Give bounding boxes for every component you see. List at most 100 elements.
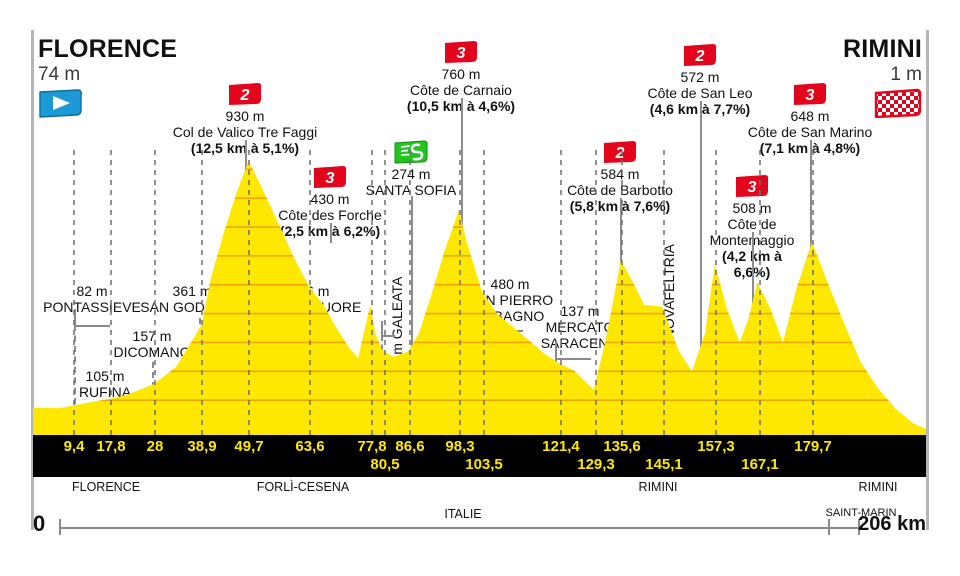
km-marker-label: 49,7 [234, 438, 264, 455]
marker-altitude: 430 m [310, 191, 350, 207]
axis-tick-start [59, 519, 61, 535]
climb-marker: 3 430 m Côte des Forche (2,5 km à 6,2%) [220, 165, 440, 239]
town-bracket [74, 309, 110, 327]
svg-text:3: 3 [457, 45, 466, 62]
km-marker-label: 121,4 [542, 438, 580, 455]
marker-altitude: 648 m [790, 108, 830, 124]
province-label: FORLÌ-CESENA [256, 480, 350, 494]
marker-altitude: 572 m [680, 69, 720, 85]
province-strip: FLORENCE FORLÌ-CESENA RIMINI RIMINI [33, 480, 926, 502]
province-label: RIMINI [638, 480, 678, 494]
marker-leader-line [330, 223, 332, 243]
km-marker-label: 167,1 [741, 456, 779, 473]
km-marker-label: 63,6 [295, 438, 325, 455]
town-label: 105 m RUFINA [15, 368, 195, 400]
town-altitude: 157 m [132, 328, 172, 344]
town-name: MERCATO [545, 319, 615, 335]
country-label: ITALIE [444, 507, 482, 521]
marker-name: Côte de San Leo [647, 85, 753, 101]
town-dash-line [74, 325, 76, 425]
km-marker-label: 9,4 [63, 438, 85, 455]
finish-altitude: 1 m [890, 64, 922, 85]
category-chip-icon: 2 [227, 82, 263, 106]
marker-altitude: 274 m [391, 166, 431, 182]
town-bracket [381, 321, 395, 337]
km-marker-label: 80,5 [370, 456, 400, 473]
marker-name: Côte de Barbotto [567, 182, 673, 198]
category-chip-icon: 2 [602, 140, 638, 164]
start-flag-icon [38, 88, 82, 118]
marker-gradient: (10,5 km à 4,6%) [406, 98, 516, 114]
km-marker-label: 17,8 [96, 438, 126, 455]
marker-name: SANTA SOFIA [365, 182, 457, 198]
town-bracket [555, 342, 591, 360]
marker-name: Col de Valico Tre Faggi [172, 124, 318, 140]
climb-marker: 2 930 m Col de Valico Tre Faggi (12,5 km à … [135, 82, 355, 156]
distance-markers-bar: 9,4 17,8 28 38,9 49,7 63,6 77,8 86,6 98,3 121,4 13… [33, 435, 926, 477]
town-name: PONTASSIEVE [43, 299, 141, 315]
checkered-flag-icon [874, 88, 922, 119]
marker-gradient: (2,5 km à 6,2%) [279, 223, 381, 239]
km-marker-label: 28 [146, 438, 164, 455]
svg-text:3: 3 [326, 170, 335, 187]
marker-altitude: 930 m [225, 108, 265, 124]
marker-gradient: (12,5 km à 5,1%) [190, 140, 300, 156]
km-marker-label: 145,1 [645, 456, 683, 473]
marker-name: Côte de Carnaio [410, 82, 512, 98]
svg-text:2: 2 [240, 87, 250, 104]
province-label: RIMINI [858, 480, 898, 494]
start-altitude: 74 m [38, 64, 81, 85]
marker-gradient: (5,8 km à 7,6%) [569, 198, 671, 214]
km-marker-label: 86,6 [395, 438, 425, 455]
svg-text:3: 3 [806, 87, 815, 104]
town-name: RUFINA [78, 384, 132, 400]
km-marker-label: 103,5 [465, 456, 503, 473]
country-label: SAINT-MARIN [825, 507, 897, 519]
sprint-chip-icon [393, 140, 429, 164]
km-marker-label: 135,6 [603, 438, 641, 455]
climb-marker: 3 760 m Côte de Carnaio (10,5 km à 4,6%) [351, 40, 571, 114]
marker-leader-line [461, 98, 463, 262]
marker-name: Côte de Montemaggio [710, 216, 795, 248]
left-frame-rail [31, 30, 34, 530]
town-label: 82 m PONTASSIEVE [2, 283, 182, 315]
town-altitude: 137 m [560, 303, 600, 319]
category-chip-icon: 3 [792, 82, 828, 106]
km-marker-label: 77,8 [357, 438, 387, 455]
marker-leader-line [752, 232, 754, 364]
category-chip-icon: 3 [443, 40, 479, 64]
km-marker-label: 157,3 [697, 438, 735, 455]
climb-marker: 3 648 m Côte de San Marino (7,1 km à 4,8%) [700, 82, 920, 156]
marker-gradient: (4,6 km à 7,7%) [649, 101, 751, 117]
marker-leader-line [700, 101, 702, 351]
category-chip-icon: 3 [312, 165, 348, 189]
town-name: DICOMANO [113, 344, 191, 360]
km-marker-label: 38,9 [187, 438, 217, 455]
elevation-profile [33, 150, 926, 435]
svg-text:2: 2 [615, 145, 625, 162]
finish-city-name: RIMINI [843, 35, 922, 63]
marker-gradient: (7,1 km à 4,8%) [759, 140, 861, 156]
town-altitude: 480 m [490, 276, 530, 292]
axis-line [59, 527, 860, 529]
category-chip-icon: 2 [682, 43, 718, 67]
marker-altitude: 584 m [600, 166, 640, 182]
marker-altitude: 760 m [441, 66, 481, 82]
distance-axis: 0 206 km ITALIE SAINT-MARIN [33, 505, 926, 545]
marker-name: Côte de San Marino [747, 124, 873, 140]
climb-marker: 2 572 m Côte de San Leo (4,6 km à 7,7%) [590, 43, 810, 117]
town-label: 137 m MERCATO SARACENO [490, 303, 670, 351]
town-name: SARACENO [540, 335, 620, 351]
town-altitude: 105 m [85, 368, 125, 384]
km-marker-label: 98,3 [445, 438, 475, 455]
svg-text:3: 3 [748, 179, 757, 196]
km-marker-label: 129,3 [577, 456, 615, 473]
axis-total-distance: 206 km [858, 513, 926, 535]
start-city-name: FLORENCE [38, 35, 178, 63]
marker-altitude: 508 m [732, 200, 772, 216]
axis-tick-end [858, 519, 860, 535]
svg-text:2: 2 [695, 48, 705, 65]
town-label: 157 m DICOMANO [62, 328, 242, 360]
marker-leader-line [411, 196, 413, 348]
